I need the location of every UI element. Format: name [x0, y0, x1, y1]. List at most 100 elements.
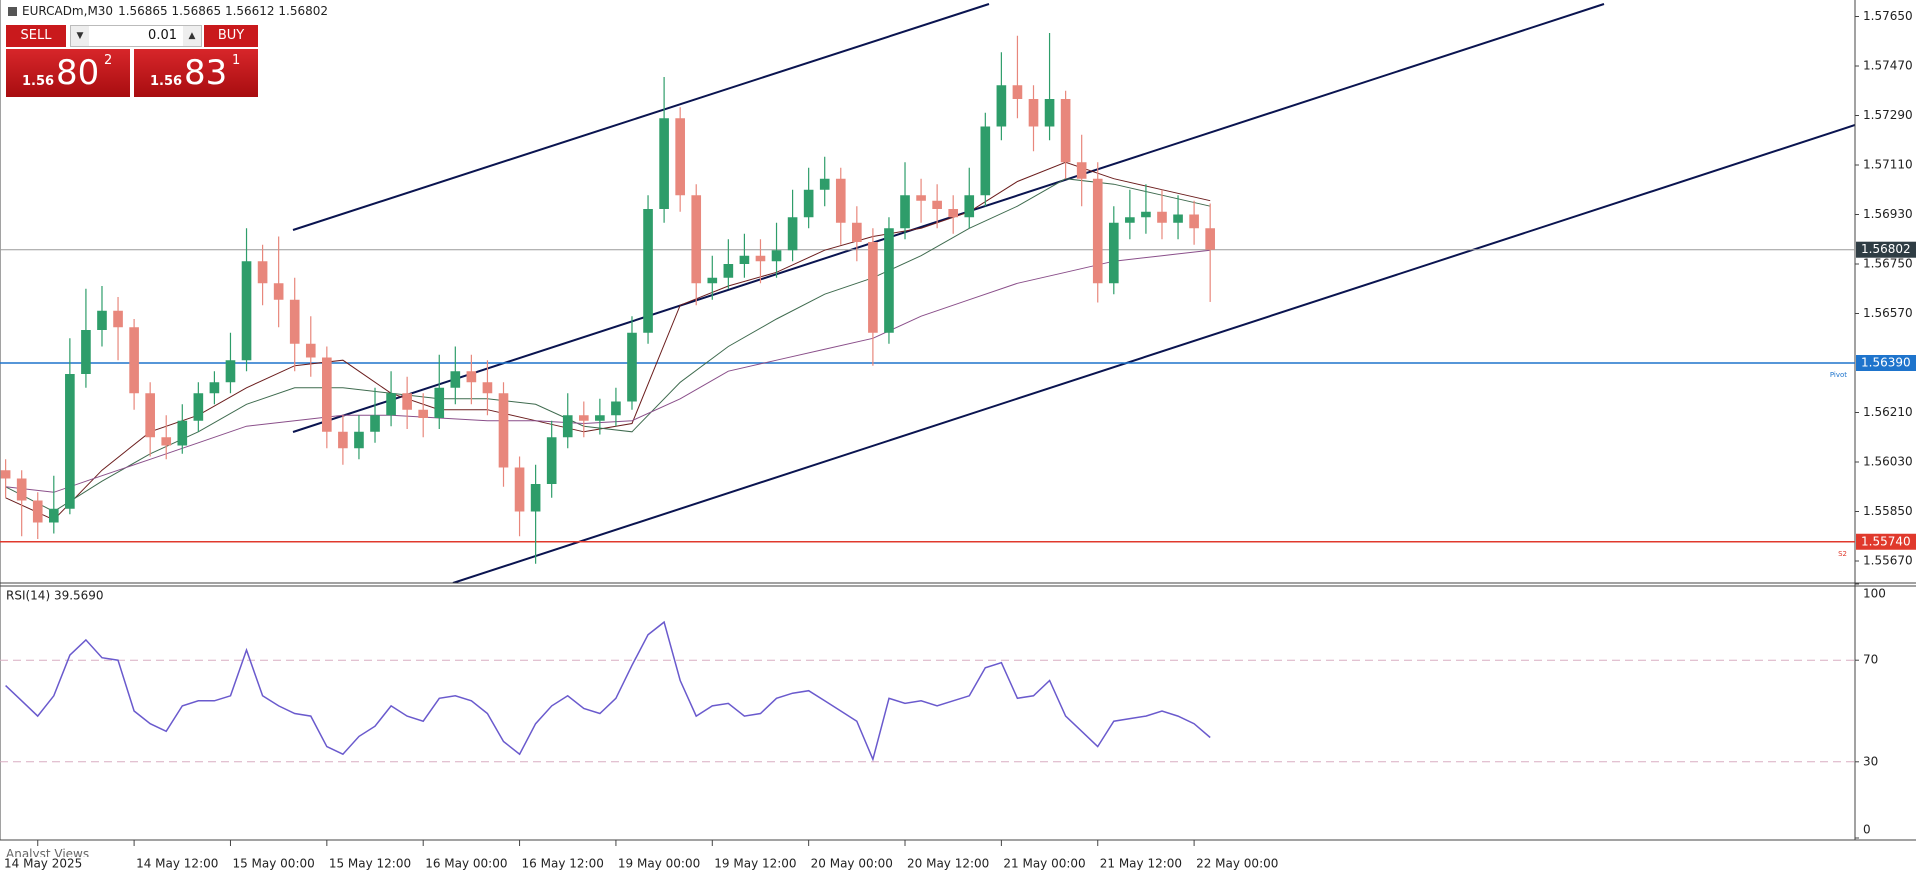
candle-body [0, 470, 11, 479]
sell-button[interactable]: SELL [6, 25, 66, 47]
volume-input[interactable]: 0.01 [148, 28, 177, 43]
y-tick-label: 70 [1863, 653, 1878, 667]
x-tick-label: 20 May 12:00 [907, 857, 989, 871]
y-tick-label: 1.57470 [1863, 59, 1913, 73]
candle-body [113, 310, 123, 328]
candle-body [996, 85, 1007, 127]
price-main: 80 [56, 53, 100, 93]
icon [8, 6, 17, 16]
y-tick-label: 0 [1863, 823, 1871, 837]
candle-body [273, 283, 284, 300]
volume-up[interactable]: ▲ [183, 26, 201, 46]
volume-box: ▼ 0.01 ▲ [70, 25, 202, 47]
rsi-line [5, 620, 1211, 762]
candle-body [1044, 99, 1055, 127]
y-tick-label: 1.57650 [1863, 9, 1913, 23]
candle-body [434, 387, 445, 418]
level-name: S2 [1838, 550, 1847, 558]
candle-body [819, 178, 830, 190]
candle-body [900, 195, 910, 229]
candle-body [1012, 85, 1023, 99]
analyst-views-tab[interactable]: Analyst Views [6, 847, 90, 857]
candle-body [450, 371, 461, 388]
candle-body [948, 209, 959, 218]
candle-body [322, 357, 332, 432]
candle-body [16, 478, 27, 501]
y-tick-label: 1.56750 [1863, 257, 1913, 271]
candle-body [1076, 162, 1087, 179]
candle-body [386, 393, 396, 416]
candle-body [48, 508, 59, 523]
price-prefix: 1.56 [150, 74, 183, 89]
y-tick-label: 1.56570 [1863, 306, 1913, 320]
candle-body [129, 327, 139, 394]
candle-body [787, 217, 798, 251]
price-prefix: 1.56 [22, 74, 55, 89]
volume-down[interactable]: ▼ [71, 26, 89, 46]
trend-line [292, 3, 990, 231]
price-tag [1856, 241, 1916, 258]
candle-body [81, 330, 91, 374]
price-sup: 1 [232, 53, 241, 68]
buy-button[interactable]: BUY [204, 25, 258, 47]
candle-body [659, 118, 669, 209]
candle-body [530, 484, 541, 512]
candle-body [209, 382, 220, 394]
price-sup: 2 [104, 53, 113, 68]
x-tick-label: 14 May 2025 [4, 857, 82, 871]
candle-body [1028, 99, 1039, 127]
candle-body [354, 431, 364, 449]
x-tick-label: 21 May 00:00 [1003, 857, 1085, 871]
y-tick-label: 30 [1863, 754, 1878, 768]
candle-body [980, 126, 991, 196]
candle-body [627, 332, 637, 402]
candle-body [964, 195, 975, 218]
rsi-title: RSI(14) 39.5690 [6, 589, 104, 603]
candle-body [755, 255, 766, 262]
candle-body [418, 409, 429, 418]
candle-body [691, 195, 702, 284]
candle-body [514, 467, 525, 512]
candle-body [1125, 217, 1135, 223]
quote: 1.56865 1.56865 1.56612 1.56802 [118, 4, 328, 18]
candle-body [161, 437, 172, 446]
candle-body [338, 431, 348, 449]
price-plot [0, 33, 1855, 564]
candle-body [723, 264, 734, 278]
candle-body [402, 393, 412, 410]
candle-body [643, 209, 653, 333]
candle-body [1189, 214, 1199, 229]
buy-price[interactable]: 1.56 83 1 [134, 49, 258, 97]
y-tick-label: 100 [1863, 587, 1886, 601]
candle-body [1060, 99, 1071, 163]
candle-body [177, 420, 188, 446]
candle-body [852, 222, 862, 242]
y-tick-label: 1.55670 [1863, 554, 1913, 568]
candle-body [466, 371, 477, 383]
x-tick-label: 15 May 00:00 [232, 857, 314, 871]
candle-body [1173, 214, 1183, 223]
candle-body [771, 250, 782, 262]
candle-body [482, 382, 493, 394]
candle-body [225, 360, 236, 383]
x-tick-label: 21 May 12:00 [1100, 857, 1182, 871]
price-tag [1856, 533, 1916, 550]
x-tick-label: 19 May 12:00 [714, 857, 796, 871]
candle-body [498, 393, 509, 468]
symbol-header: EURCADm,M30 1.56865 1.56865 1.56612 1.56… [8, 4, 328, 18]
price-tag [1856, 355, 1916, 371]
candle-body [1205, 228, 1215, 250]
candle-body [675, 118, 685, 196]
candle-body [241, 261, 252, 361]
sell-price[interactable]: 1.56 80 2 [6, 49, 130, 97]
candle-body [193, 393, 204, 421]
y-tick-label: 1.57290 [1863, 108, 1913, 122]
candle-body [835, 178, 846, 223]
candle-body [32, 500, 43, 523]
candle-body [65, 374, 75, 509]
x-tick-label: 16 May 12:00 [522, 857, 604, 871]
candle-body [546, 437, 557, 484]
candle-body [884, 228, 894, 333]
x-tick-label: 14 May 12:00 [136, 857, 218, 871]
